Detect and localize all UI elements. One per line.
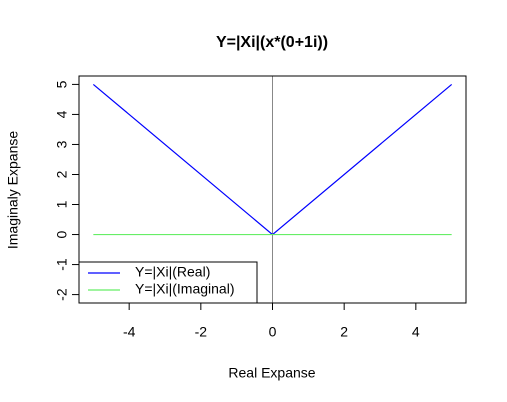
y-tick-label: 4	[54, 110, 70, 118]
y-tick-label: 3	[54, 140, 70, 148]
y-tick-label: -2	[54, 288, 70, 301]
x-tick-label: 0	[269, 324, 277, 340]
x-axis-label: Real Expanse	[228, 365, 315, 381]
chart-title: Y=|Xi|(x*(0+1i))	[216, 34, 328, 51]
plot-frame	[78, 75, 467, 304]
x-tick-label: 2	[340, 324, 348, 340]
legend-box	[78, 261, 258, 304]
x-tick-label: 4	[412, 324, 420, 340]
y-axis-label: Imaginaly Expanse	[5, 131, 21, 250]
y-tick-label: 0	[54, 230, 70, 238]
y-tick-label: 1	[54, 200, 70, 208]
y-tick-label: 5	[54, 80, 70, 88]
legend-label: Y=|Xi|(Real)	[135, 264, 210, 280]
legend-label: Y=|Xi|(Imaginal)	[135, 281, 234, 297]
y-tick-label: 2	[54, 170, 70, 178]
x-tick-label: -2	[195, 324, 208, 340]
x-tick-label: -4	[123, 324, 136, 340]
y-tick-label: -1	[54, 258, 70, 271]
